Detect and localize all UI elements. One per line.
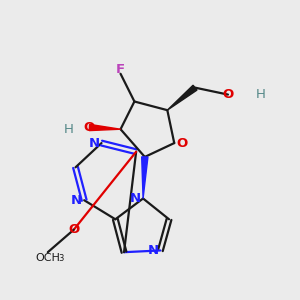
Text: 3: 3 (58, 254, 64, 263)
Text: O: O (68, 223, 80, 236)
Text: N: N (71, 194, 82, 207)
Text: O: O (222, 88, 234, 101)
Text: N: N (148, 244, 159, 257)
Text: O: O (84, 121, 95, 134)
Text: OCH: OCH (35, 254, 60, 263)
Polygon shape (89, 124, 121, 130)
Text: O: O (176, 136, 188, 150)
Polygon shape (167, 85, 197, 110)
Text: N: N (88, 136, 99, 150)
Text: N: N (130, 192, 141, 205)
Text: H: H (256, 88, 266, 101)
Text: H: H (64, 123, 74, 136)
Text: F: F (116, 63, 125, 76)
Polygon shape (142, 157, 148, 199)
